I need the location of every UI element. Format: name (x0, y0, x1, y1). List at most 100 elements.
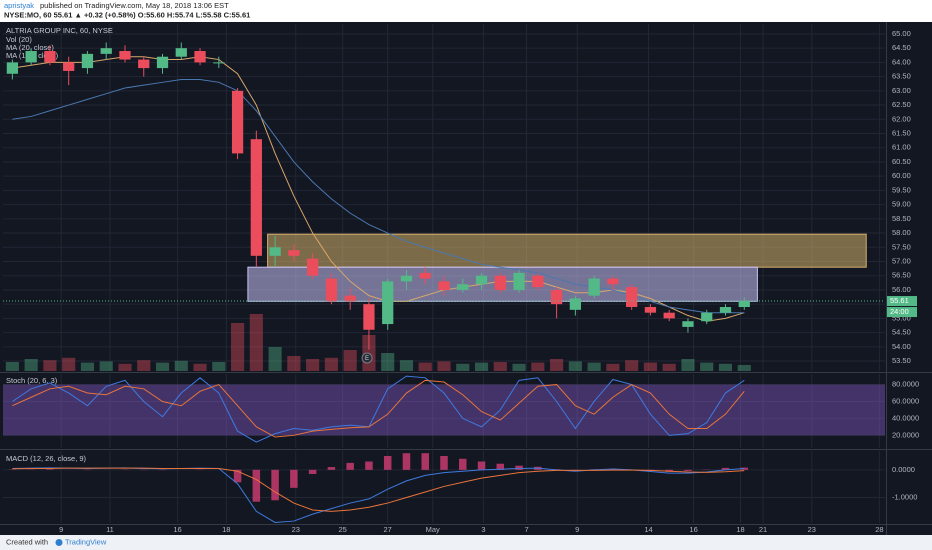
histogram-bar (346, 462, 354, 470)
earnings-marker (361, 352, 373, 364)
histogram-bar (252, 469, 261, 502)
y-tick-label: 80.0000 (892, 380, 919, 389)
y-tick-label: 55.00 (892, 313, 911, 322)
candle-body (194, 51, 206, 63)
y-tick-label: 56.50 (892, 271, 911, 280)
volume-bar (43, 360, 57, 371)
candle-body (682, 321, 694, 327)
histogram-bar (402, 453, 411, 470)
y-tick-label: 57.00 (892, 256, 911, 265)
x-tick-label: 9 (59, 525, 63, 534)
volume-bar (306, 359, 320, 371)
candle-body (25, 51, 37, 63)
candle-body (119, 51, 131, 60)
volume-bar (343, 350, 357, 371)
candle-body (532, 275, 544, 288)
x-tick-label: 21 (759, 525, 767, 534)
published: published on TradingView.com, May 18, 20… (40, 1, 229, 10)
volume-bar (118, 363, 132, 371)
series-line (12, 379, 745, 438)
candle-body (307, 258, 319, 276)
x-tick-label: 3 (481, 525, 485, 534)
countdown-label: 24:00 (890, 307, 909, 316)
candle-body (400, 275, 413, 282)
histogram-bar (684, 469, 692, 471)
x-tick-label: 28 (875, 525, 883, 534)
candle-body (175, 48, 187, 57)
volume-bar (418, 362, 432, 371)
volume-bar (456, 363, 470, 371)
y-tick-label: 62.00 (892, 114, 911, 123)
last-price-tag (887, 296, 917, 307)
x-tick-label: 18 (736, 525, 744, 534)
volume-bar (493, 362, 507, 371)
candle-body (44, 51, 56, 63)
chart-title: ALTRIA GROUP INC, 60, NYSE (6, 26, 113, 35)
y-tick-label: 0.0000 (892, 465, 915, 474)
histogram-bar (233, 469, 242, 483)
volume-bar (268, 347, 282, 371)
y-tick-label: 60.50 (892, 157, 911, 166)
y-tick-label: -1.0000 (892, 493, 917, 502)
y-tick-label: 63.50 (892, 72, 911, 81)
volume-bar (643, 362, 657, 371)
y-tick-label: 61.00 (892, 143, 911, 152)
volume-bar (381, 353, 395, 371)
earnings-label: E (365, 356, 369, 362)
footer-brand[interactable]: TradingView (65, 537, 107, 546)
candle-body (569, 298, 581, 310)
volume-bar (155, 362, 170, 371)
x-tick-label: 9 (575, 525, 579, 534)
symbol-line: NYSE:MO, 60 55.61 ▲ +0.32 (+0.58%) O:55.… (4, 10, 250, 19)
x-tick-label: 18 (222, 525, 230, 534)
volume-bar (287, 356, 301, 371)
candle-body (156, 56, 169, 69)
y-tick-label: 57.50 (892, 242, 911, 251)
volume-bar (474, 362, 489, 371)
last-price-label: 55.61 (890, 296, 909, 305)
volume-bar (550, 359, 564, 371)
volume-bar (193, 363, 207, 371)
candle-body (81, 53, 94, 69)
author[interactable]: apristyak (4, 1, 34, 10)
candle-body (138, 59, 150, 69)
y-tick-label: 64.50 (892, 43, 911, 52)
candle-body (626, 287, 638, 308)
volume-bar (681, 359, 695, 371)
candle-body (288, 250, 300, 256)
volume-bar (80, 362, 95, 371)
volume-bar (625, 360, 639, 371)
y-tick-label: 62.50 (892, 100, 911, 109)
volume-bar (718, 363, 733, 371)
indicator-label: MA (20, close) (6, 43, 54, 52)
volume-bar (62, 357, 76, 371)
volume-bar (737, 365, 751, 371)
candle-body (644, 307, 657, 313)
candle-body (719, 307, 732, 313)
x-tick-label: 23 (292, 525, 300, 534)
candle-body (213, 62, 225, 64)
volume-bar (5, 362, 19, 371)
histogram-bar (365, 461, 373, 470)
volume-bar (399, 360, 414, 371)
volume-bar (324, 357, 338, 371)
footer-bg (0, 535, 932, 550)
histogram-bar (46, 469, 54, 470)
volume-bar (212, 362, 226, 371)
footer-logo (55, 539, 63, 546)
volume-bar (531, 362, 545, 371)
candle-body (363, 304, 375, 330)
x-tick-label: 11 (106, 525, 114, 534)
candle-body (494, 275, 506, 290)
y-tick-label: 54.50 (892, 328, 911, 337)
y-tick-label: 64.00 (892, 57, 911, 66)
volume-bar (137, 360, 151, 371)
x-tick-label: 14 (644, 525, 652, 534)
volume-bar (231, 323, 245, 371)
indicator-label: Vol (20) (6, 35, 32, 44)
candle-body (63, 62, 75, 71)
histogram-bar (290, 469, 298, 488)
histogram-bar (440, 455, 448, 470)
series-line (12, 78, 745, 314)
